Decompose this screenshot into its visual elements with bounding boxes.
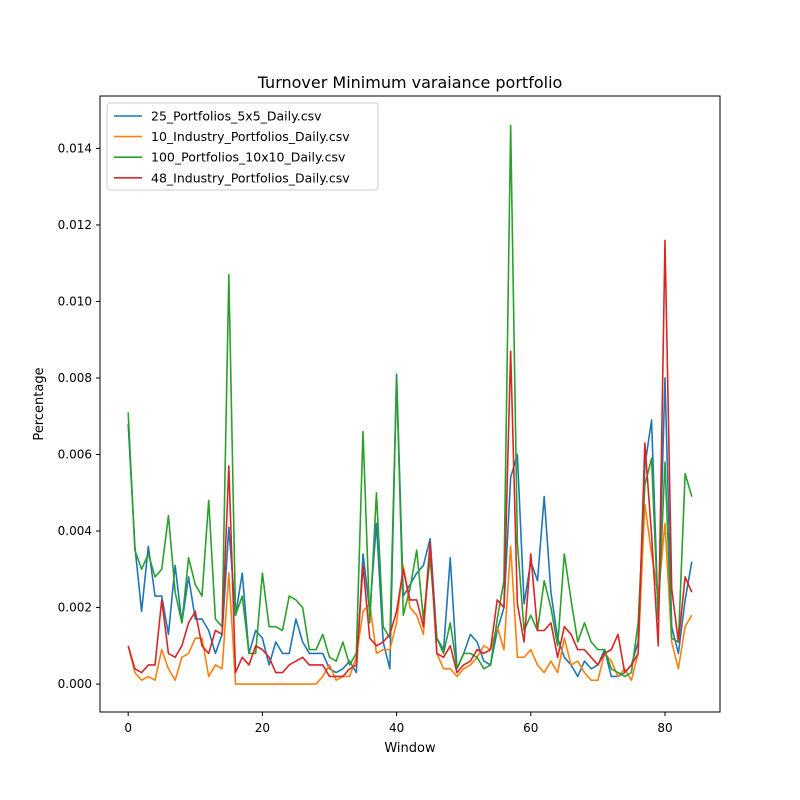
y-tick-label: 0.006 [58,448,92,462]
x-axis-title: Window [384,741,436,756]
legend-label-4: 48_Industry_Portfolios_Daily.csv [151,170,350,185]
y-tick-label: 0.004 [58,524,92,538]
y-tick-label: 0.014 [58,141,92,155]
y-tick-label: 0.010 [58,294,92,308]
legend-label-3: 100_Portfolios_10x10_Daily.csv [151,150,346,165]
y-axis-title: Percentage [32,367,47,440]
legend: 25_Portfolios_5x5_Daily.csv 10_Industry_P… [106,102,379,191]
legend-label-2: 10_Industry_Portfolios_Daily.csv [151,129,350,144]
x-tick-label: 20 [255,721,270,735]
y-tick-label: 0.000 [58,677,92,691]
x-tick-label: 40 [389,721,404,735]
series-layer [127,124,693,685]
x-tick-label: 0 [124,721,132,735]
ticks-layer: 0 20 40 60 80 0.000 0.002 0.004 0.006 0.008 0.010 0… [58,141,673,735]
y-tick-label: 0.012 [58,218,92,232]
legend-box [106,102,379,191]
y-tick-label: 0.002 [58,601,92,615]
x-tick-label: 80 [657,721,672,735]
legend-label-1: 25_Portfolios_5x5_Daily.csv [151,109,322,124]
y-tick-label: 0.008 [58,371,92,385]
x-tick-label: 60 [523,721,538,735]
plot-area-frame [99,95,721,713]
chart-title: Turnover Minimum varaiance portfolio [257,73,563,92]
series-line-4 [127,239,693,678]
series-line-2 [127,503,693,685]
